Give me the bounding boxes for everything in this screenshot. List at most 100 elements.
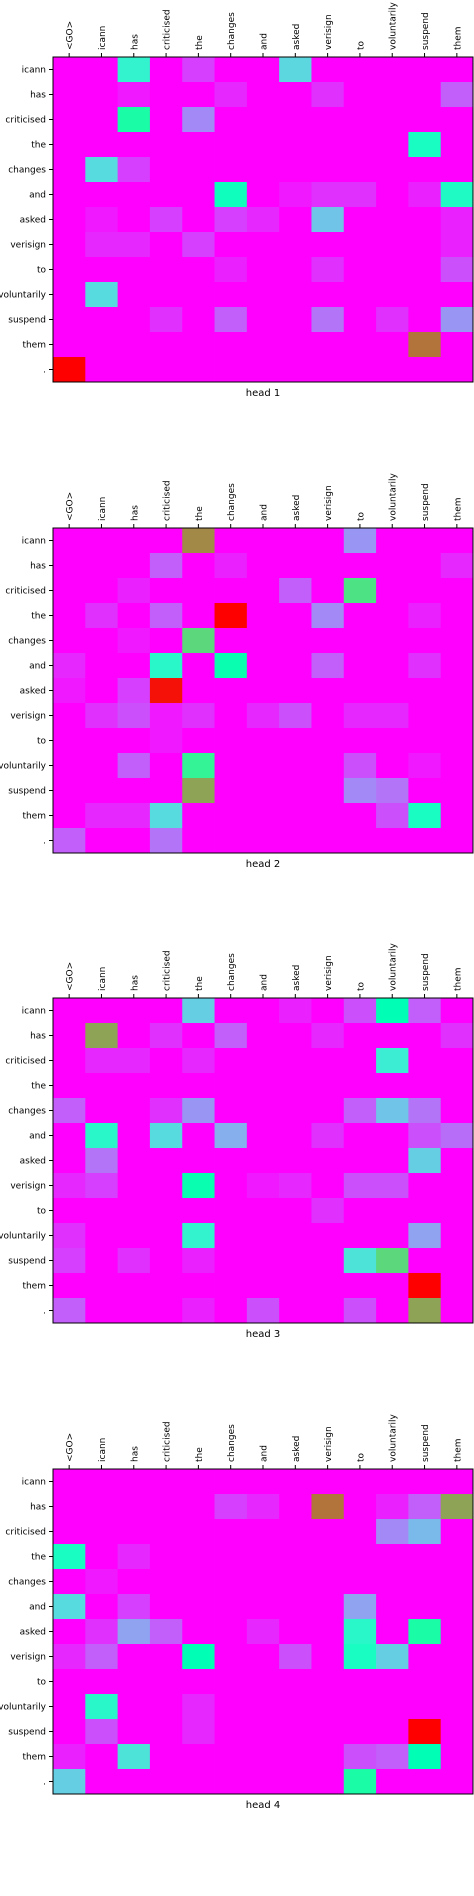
heatmap-cell <box>408 1048 442 1074</box>
heatmap-panel-1: <GO> icann has criticised the changes and asked… <box>0 2 474 399</box>
heatmap-cell <box>343 1023 377 1049</box>
heatmap-cell <box>343 1173 377 1199</box>
heatmap-cell <box>149 1719 183 1745</box>
x-tick-label: and <box>260 1445 270 1462</box>
heatmap-cell <box>246 332 280 358</box>
y-tick-label: suspend <box>8 787 46 797</box>
x-tick-label: voluntarily <box>389 473 399 521</box>
heatmap-cell <box>117 628 151 654</box>
heatmap-cell <box>214 1248 248 1274</box>
heatmap-cell <box>149 1073 183 1099</box>
heatmap-cell <box>376 1048 409 1074</box>
heatmap-cell <box>246 1273 280 1299</box>
heatmap-cell <box>214 1148 248 1174</box>
heatmap-cell <box>214 803 248 829</box>
heatmap-cell <box>311 282 345 308</box>
heatmap-cell <box>149 82 183 108</box>
heatmap-cell <box>440 107 474 133</box>
heatmap-cell <box>182 107 215 133</box>
heatmap-cell <box>279 1198 312 1224</box>
heatmap-cell <box>376 1669 409 1695</box>
x-tick-label: verisign <box>324 955 334 991</box>
heatmap-cell <box>149 528 183 554</box>
heatmap-cell <box>440 578 474 604</box>
panel-title: head 3 <box>246 1329 281 1340</box>
x-tick-label: them <box>453 1438 463 1462</box>
heatmap-cell <box>214 1223 248 1249</box>
y-tick-label: . <box>43 1778 46 1788</box>
heatmap-cell <box>343 257 377 283</box>
heatmap-cell <box>311 1223 345 1249</box>
heatmap-cell <box>246 307 280 333</box>
heatmap-cell <box>311 1098 345 1124</box>
heatmap-cell <box>182 728 215 754</box>
heatmap-cell <box>85 232 119 258</box>
heatmap-cell <box>149 728 183 754</box>
x-tick-label: suspend <box>421 483 431 521</box>
heatmap-cell <box>85 257 119 283</box>
heatmap-cell <box>343 1469 377 1495</box>
heatmap-cell <box>85 1223 119 1249</box>
x-tick-label: them <box>453 967 463 991</box>
heatmap-cell <box>246 1248 280 1274</box>
heatmap-cell <box>53 1569 86 1595</box>
heatmap-cell <box>182 1248 215 1274</box>
heatmap-cell <box>376 578 409 604</box>
heatmap-cell <box>408 1273 442 1299</box>
heatmap-cell <box>440 157 474 183</box>
panel-title: head 2 <box>246 859 281 870</box>
heatmap-cell <box>214 1744 248 1770</box>
heatmap-cell <box>440 828 474 854</box>
x-tick-label: icann <box>98 1438 108 1462</box>
heatmap-cell <box>53 1048 86 1074</box>
heatmap-cell <box>408 1494 442 1520</box>
heatmap-cell <box>117 207 151 233</box>
heatmap-panel-4: <GO> icann has criticised the changes and asked… <box>0 1414 474 1811</box>
heatmap-cell <box>117 1744 151 1770</box>
panel-title: head 1 <box>246 388 281 399</box>
heatmap-cell <box>149 157 183 183</box>
heatmap-cell <box>311 1594 345 1620</box>
heatmap-cell <box>246 1173 280 1199</box>
heatmap-cell <box>408 1469 442 1495</box>
heatmap-cell <box>311 1569 345 1595</box>
heatmap-cell <box>149 132 183 158</box>
heatmap-cell <box>246 1519 280 1545</box>
heatmap-cell <box>53 57 86 83</box>
heatmap-cell <box>343 182 377 208</box>
heatmap-cell <box>408 1198 442 1224</box>
heatmap-cell <box>311 753 345 779</box>
heatmap-cell <box>343 1669 377 1695</box>
heatmap-cell <box>311 553 345 579</box>
heatmap-cell <box>149 678 183 704</box>
heatmap-cell <box>343 1148 377 1174</box>
heatmap-cell <box>214 678 248 704</box>
heatmap-cell <box>311 1469 345 1495</box>
heatmap-cell <box>214 1719 248 1745</box>
heatmap-cell <box>149 998 183 1024</box>
heatmap-cell <box>214 232 248 258</box>
heatmap-cell <box>214 578 248 604</box>
heatmap-cell <box>53 157 86 183</box>
heatmap-cell <box>440 1519 474 1545</box>
heatmap-cell <box>117 1669 151 1695</box>
heatmap-cell <box>53 82 86 108</box>
heatmap-cell <box>311 653 345 679</box>
heatmap-cell <box>408 207 442 233</box>
heatmap-cell <box>311 678 345 704</box>
heatmap-cell <box>376 1198 409 1224</box>
heatmap-cell <box>408 1644 442 1670</box>
y-tick-label: verisign <box>10 241 46 251</box>
heatmap-cell <box>214 553 248 579</box>
x-tick-label: <GO> <box>66 962 76 991</box>
heatmap-cell <box>440 1073 474 1099</box>
heatmap-cell <box>149 1273 183 1299</box>
y-tick-label: changes <box>8 1107 46 1117</box>
heatmap-cell <box>408 1248 442 1274</box>
heatmap-cell <box>440 1619 474 1645</box>
heatmap-cell <box>117 778 151 804</box>
heatmap-cell <box>182 1298 215 1324</box>
heatmap-cell <box>408 553 442 579</box>
y-tick-label: asked <box>20 216 46 226</box>
heatmap-cell <box>149 257 183 283</box>
